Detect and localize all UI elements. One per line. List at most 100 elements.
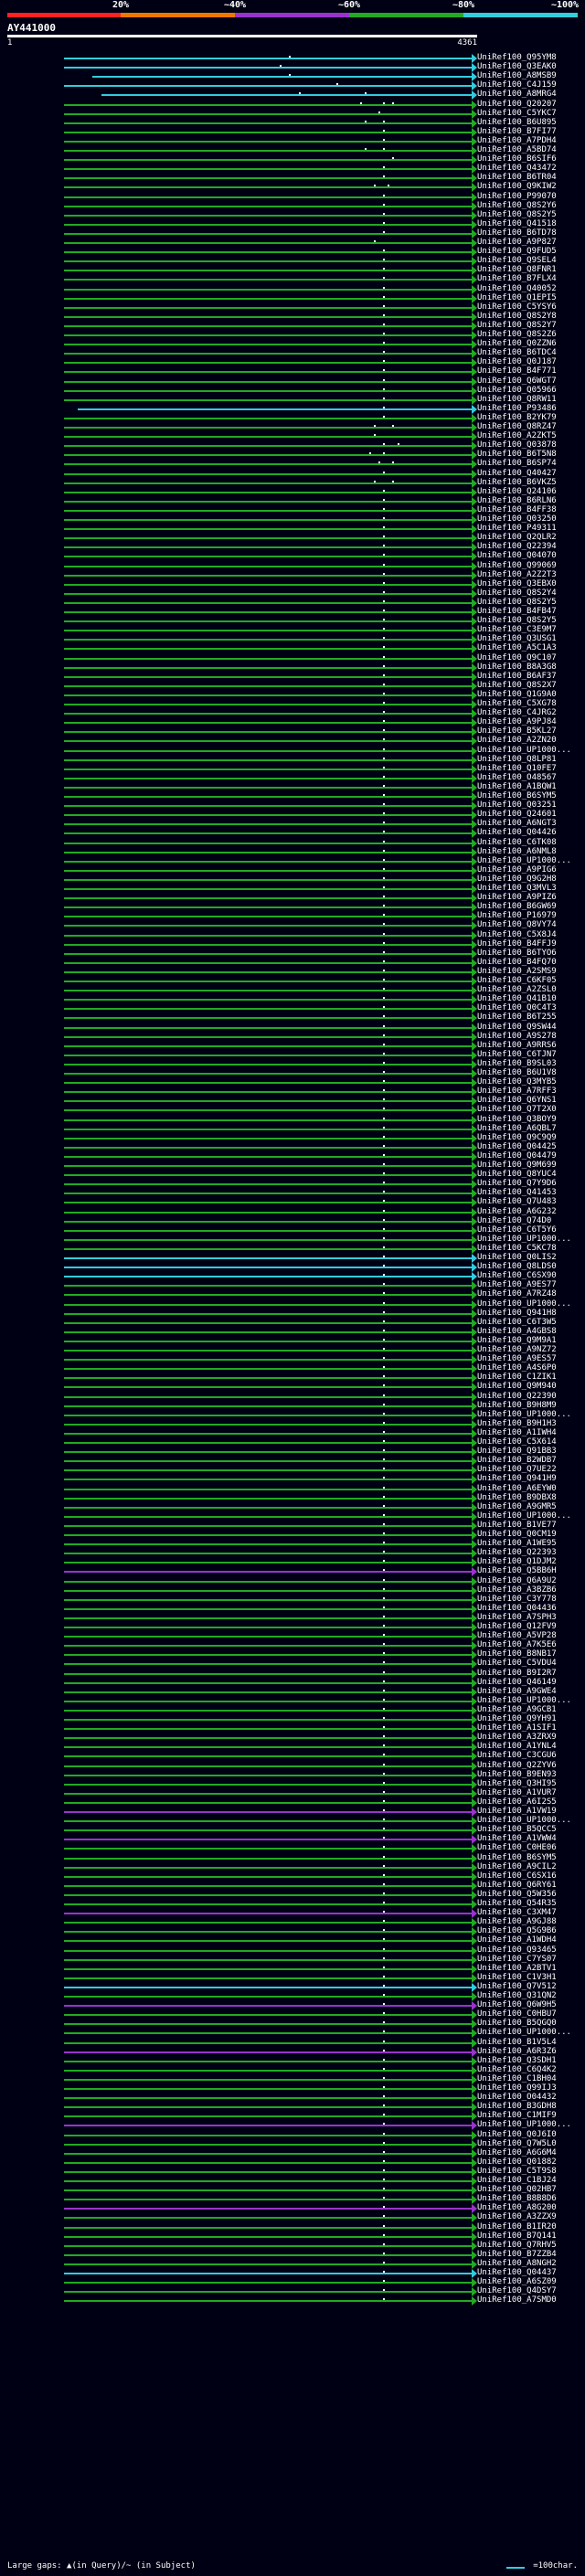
hit-row[interactable]: UniRef100_Q941H8 — [0, 1309, 585, 1319]
hit-row[interactable]: UniRef100_C1BJ24 — [0, 2176, 585, 2186]
hit-name-link[interactable]: UniRef100_C6Q4K2 — [477, 2064, 557, 2074]
hit-name-link[interactable]: UniRef100_A9GWE4 — [477, 1686, 557, 1696]
hit-row[interactable]: UniRef100_A9RRS6 — [0, 1041, 585, 1051]
hit-name-link[interactable]: UniRef100_B6VKZ5 — [477, 477, 557, 487]
hit-name-link[interactable]: UniRef100_A9GCB1 — [477, 1704, 557, 1714]
hit-row[interactable]: UniRef100_B8B8D6 — [0, 2194, 585, 2205]
hit-bar[interactable] — [63, 1681, 472, 1684]
hit-row[interactable]: UniRef100_C5KC78 — [0, 1244, 585, 1254]
hit-name-link[interactable]: UniRef100_Q9YH91 — [477, 1714, 557, 1723]
hit-name-link[interactable]: UniRef100_Q9SEL4 — [477, 256, 557, 266]
hit-row[interactable]: UniRef100_C4JRG2 — [0, 708, 585, 719]
hit-name-link[interactable]: UniRef100_Q22394 — [477, 542, 557, 552]
hit-row[interactable]: UniRef100_UP1000... — [0, 1299, 585, 1309]
hit-bar[interactable] — [63, 150, 472, 152]
hit-name-link[interactable]: UniRef100_P93486 — [477, 403, 557, 413]
hit-name-link[interactable]: UniRef100_A9P827 — [477, 238, 557, 247]
hit-name-link[interactable]: UniRef100_Q5W356 — [477, 1889, 557, 1899]
hit-name-link[interactable]: UniRef100_B9SL03 — [477, 1058, 557, 1068]
hit-name-link[interactable]: UniRef100_A9PJ84 — [477, 717, 557, 727]
hit-row[interactable]: UniRef100_O04432 — [0, 2093, 585, 2104]
hit-name-link[interactable]: UniRef100_B4FFJ9 — [477, 938, 557, 949]
hit-bar[interactable] — [63, 851, 472, 853]
hit-bar[interactable] — [63, 482, 472, 484]
hit-bar[interactable] — [63, 574, 472, 577]
hit-row[interactable]: UniRef100_Q1G9A0 — [0, 690, 585, 700]
hit-name-link[interactable]: UniRef100_Q4DSY7 — [477, 2286, 557, 2296]
hit-row[interactable]: UniRef100_Q22393 — [0, 1548, 585, 1559]
hit-row[interactable]: UniRef100_B6SYM5 — [0, 791, 585, 801]
hit-name-link[interactable]: UniRef100_A6SZ09 — [477, 2277, 557, 2287]
hit-name-link[interactable]: UniRef100_Q8S2X7 — [477, 680, 557, 690]
hit-name-link[interactable]: UniRef100_Q7V512 — [477, 1981, 557, 1991]
hit-row[interactable]: UniRef100_Q8S2X7 — [0, 681, 585, 691]
hit-name-link[interactable]: UniRef100_C6SX90 — [477, 1271, 557, 1281]
hit-bar[interactable] — [63, 1663, 472, 1666]
hit-bar[interactable] — [63, 315, 472, 318]
hit-bar[interactable] — [63, 1312, 472, 1315]
hit-name-link[interactable]: UniRef100_B6SYM5 — [477, 1852, 557, 1862]
hit-bar[interactable] — [63, 1451, 472, 1454]
hit-bar[interactable] — [63, 731, 472, 734]
hit-name-link[interactable]: UniRef100_Q3EBX0 — [477, 578, 557, 588]
hit-row[interactable]: UniRef100_Q7W5L0 — [0, 2139, 585, 2149]
hit-name-link[interactable]: UniRef100_Q7U483 — [477, 1197, 557, 1207]
hit-bar[interactable] — [63, 168, 472, 171]
hit-bar[interactable] — [63, 906, 472, 909]
hit-row[interactable]: UniRef100_A7SPH3 — [0, 1613, 585, 1623]
hit-row[interactable]: UniRef100_Q8FNR1 — [0, 265, 585, 276]
hit-name-link[interactable]: UniRef100_O04432 — [477, 2093, 557, 2103]
hit-row[interactable]: UniRef100_C7YS07 — [0, 1955, 585, 1965]
hit-row[interactable]: UniRef100_A6NML8 — [0, 847, 585, 857]
hit-bar[interactable] — [63, 2291, 472, 2294]
hit-row[interactable]: UniRef100_B1V5L4 — [0, 2038, 585, 2048]
hit-row[interactable]: UniRef100_Q40052 — [0, 284, 585, 294]
hit-bar[interactable] — [63, 1719, 472, 1721]
hit-row[interactable]: UniRef100_B6T255 — [0, 1012, 585, 1023]
hit-row[interactable]: UniRef100_B6TR04 — [0, 173, 585, 184]
hit-name-link[interactable]: UniRef100_B7ZZB4 — [477, 2249, 557, 2259]
hit-name-link[interactable]: UniRef100_Q04425 — [477, 1141, 557, 1151]
hit-name-link[interactable]: UniRef100_Q6YNS1 — [477, 1096, 557, 1106]
hit-name-link[interactable]: UniRef100_A1BQW1 — [477, 781, 557, 791]
hit-row[interactable]: UniRef100_A9PIZ6 — [0, 893, 585, 904]
hit-bar[interactable] — [63, 463, 472, 466]
hit-name-link[interactable]: UniRef100_Q3SDH1 — [477, 2055, 557, 2065]
hit-row[interactable]: UniRef100_A5VP28 — [0, 1631, 585, 1642]
hit-name-link[interactable]: UniRef100_O48567 — [477, 772, 557, 782]
hit-row[interactable]: UniRef100_C5XG78 — [0, 699, 585, 709]
hit-bar[interactable] — [63, 1386, 472, 1389]
hit-name-link[interactable]: UniRef100_C5X614 — [477, 1437, 557, 1447]
hit-row[interactable]: UniRef100_Q8LDS0 — [0, 1262, 585, 1273]
hit-bar[interactable] — [63, 1543, 472, 1546]
hit-name-link[interactable]: UniRef100_B6TR04 — [477, 173, 557, 183]
hit-name-link[interactable]: UniRef100_A4GBS8 — [477, 1326, 557, 1336]
hit-bar[interactable] — [63, 140, 472, 143]
hit-name-link[interactable]: UniRef100_Q6RY61 — [477, 1880, 557, 1890]
hit-name-link[interactable]: UniRef100_C1BH04 — [477, 2073, 557, 2083]
hit-name-link[interactable]: UniRef100_B4FB47 — [477, 607, 557, 616]
hit-name-link[interactable]: UniRef100_Q03250 — [477, 514, 557, 524]
hit-row[interactable]: UniRef100_UP1000... — [0, 2120, 585, 2131]
hit-name-link[interactable]: UniRef100_Q9G2H8 — [477, 874, 557, 884]
hit-name-link[interactable]: UniRef100_Q6WGT7 — [477, 376, 557, 386]
hit-row[interactable]: UniRef100_Q12FV9 — [0, 1622, 585, 1632]
hit-bar[interactable] — [63, 1820, 472, 1823]
hit-name-link[interactable]: UniRef100_Q9C9Q9 — [477, 1132, 557, 1142]
hit-name-link[interactable]: UniRef100_Q43472 — [477, 164, 557, 174]
hit-bar[interactable] — [63, 832, 472, 835]
hit-row[interactable]: UniRef100_Q7U483 — [0, 1197, 585, 1208]
hit-bar[interactable] — [63, 1524, 472, 1527]
hit-row[interactable]: UniRef100_Q3USG1 — [0, 634, 585, 645]
hit-row[interactable]: UniRef100_B2WDB7 — [0, 1456, 585, 1467]
hit-bar[interactable] — [63, 786, 472, 789]
hit-name-link[interactable]: UniRef100_Q54R35 — [477, 1899, 557, 1908]
hit-bar[interactable] — [63, 500, 472, 503]
hit-row[interactable]: UniRef100_Q22394 — [0, 542, 585, 553]
hit-row[interactable]: UniRef100_A8NGH2 — [0, 2259, 585, 2269]
hit-bar[interactable] — [63, 657, 472, 660]
hit-bar[interactable] — [63, 306, 472, 309]
hit-bar[interactable] — [63, 2078, 472, 2081]
hit-bar[interactable] — [63, 990, 472, 992]
hit-name-link[interactable]: UniRef100_B7Q141 — [477, 2231, 557, 2241]
